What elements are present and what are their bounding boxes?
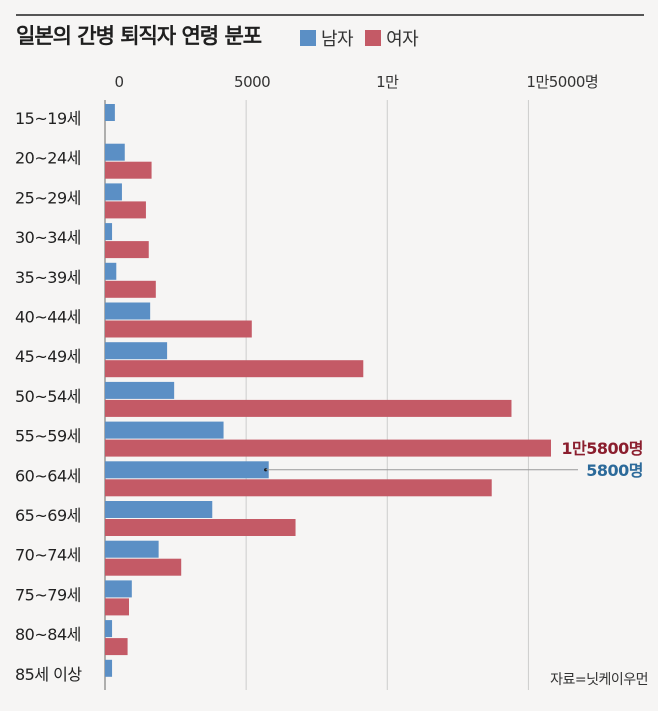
bar-female-9 bbox=[105, 479, 492, 497]
category-label-8: 55~59세 bbox=[15, 427, 81, 446]
category-label-6: 45~49세 bbox=[15, 347, 81, 366]
bar-male-9 bbox=[105, 461, 269, 479]
legend-label-male: 남자 bbox=[321, 29, 354, 50]
x-tick-label-2: 1만 bbox=[376, 73, 399, 91]
category-label-7: 50~54세 bbox=[15, 387, 81, 406]
bar-female-3 bbox=[105, 241, 149, 259]
category-label-4: 35~39세 bbox=[15, 268, 81, 287]
category-label-12: 75~79세 bbox=[15, 585, 81, 604]
bar-female-5 bbox=[105, 320, 252, 338]
category-label-5: 40~44세 bbox=[15, 308, 81, 327]
chart-title: 일본의 간병 퇴직자 연령 분포 bbox=[16, 24, 262, 48]
category-label-14: 85세 이상 bbox=[15, 665, 82, 684]
category-label-11: 70~74세 bbox=[15, 546, 81, 565]
bar-male-6 bbox=[105, 342, 168, 360]
x-tick-label-3: 1만5000명 bbox=[526, 73, 598, 91]
top-rule bbox=[16, 14, 644, 16]
bar-male-11 bbox=[105, 540, 159, 558]
bar-male-13 bbox=[105, 620, 113, 638]
bar-female-2 bbox=[105, 201, 146, 219]
x-tick-label-0: 0 bbox=[114, 73, 123, 91]
category-label-13: 80~84세 bbox=[15, 625, 81, 644]
legend-item-male: 남자 bbox=[300, 25, 354, 51]
x-tick-label-1: 5000 bbox=[234, 73, 270, 91]
bar-female-7 bbox=[105, 399, 512, 417]
bar-female-8 bbox=[105, 439, 551, 457]
callout-label-0: 1만5800명 bbox=[561, 439, 643, 458]
bar-male-1 bbox=[105, 143, 125, 161]
bar-female-11 bbox=[105, 558, 182, 576]
bar-male-10 bbox=[105, 501, 213, 518]
legend-swatch-male bbox=[300, 30, 316, 46]
bar-female-13 bbox=[105, 638, 128, 656]
bar-male-0 bbox=[105, 104, 115, 121]
bar-male-7 bbox=[105, 381, 175, 399]
bar-female-1 bbox=[105, 161, 152, 179]
bar-male-3 bbox=[105, 223, 113, 241]
legend: 남자 여자 bbox=[300, 25, 430, 51]
bar-female-6 bbox=[105, 360, 364, 378]
bar-male-2 bbox=[105, 183, 122, 201]
callout-label-1: 5800명 bbox=[586, 461, 643, 480]
category-label-9: 60~64세 bbox=[15, 466, 81, 485]
category-label-10: 65~69세 bbox=[15, 506, 81, 525]
category-label-3: 30~34세 bbox=[15, 228, 81, 247]
bar-female-4 bbox=[105, 280, 156, 298]
legend-item-female: 여자 bbox=[365, 25, 419, 51]
category-label-2: 25~29세 bbox=[15, 188, 81, 207]
bar-male-12 bbox=[105, 580, 132, 598]
category-label-1: 20~24세 bbox=[15, 149, 81, 168]
legend-swatch-female bbox=[365, 30, 382, 46]
legend-label-female: 여자 bbox=[386, 29, 419, 50]
category-label-0: 15~19세 bbox=[15, 109, 81, 128]
bar-female-12 bbox=[105, 598, 129, 616]
bar-male-8 bbox=[105, 421, 224, 439]
bar-male-4 bbox=[105, 262, 117, 280]
bar-male-5 bbox=[105, 302, 151, 320]
bar-male-14 bbox=[105, 659, 113, 677]
bar-female-10 bbox=[105, 519, 296, 536]
source-note: 자료=닛케이우먼 bbox=[550, 672, 648, 688]
